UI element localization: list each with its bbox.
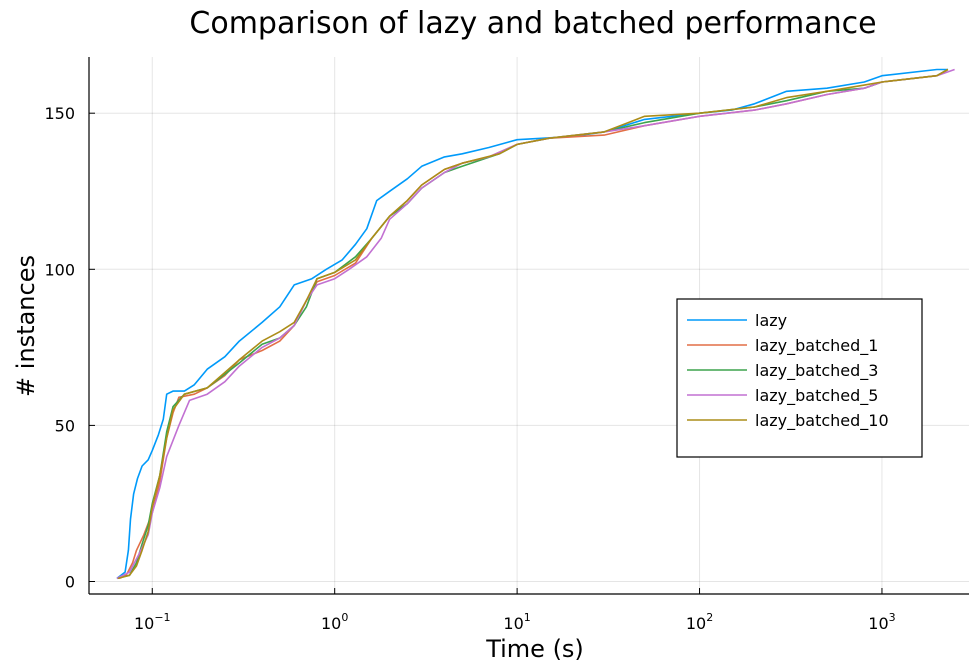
- y-axis-title: # instances: [12, 255, 40, 397]
- x-tick-exponent: 1: [524, 611, 531, 624]
- x-tick-base: 10: [503, 614, 523, 633]
- x-tick-base: 10: [686, 614, 706, 633]
- legend-label: lazy_batched_1: [755, 336, 878, 356]
- x-tick-labels: 10−1 100 101 102 103: [134, 588, 896, 633]
- x-tick-exponent: −1: [154, 611, 170, 624]
- x-tick-exponent: 0: [341, 611, 348, 624]
- axes: [88, 57, 969, 595]
- series-line-lazy-batched-5: [116, 68, 955, 580]
- x-tick-label: 10−1: [134, 611, 171, 633]
- x-tick-label: 101: [503, 611, 530, 633]
- legend: lazy lazy_batched_1 lazy_batched_3 lazy_bat…: [676, 298, 923, 458]
- legend-label: lazy: [755, 311, 787, 330]
- x-tick-exponent: 3: [889, 611, 896, 624]
- legend-label: lazy_batched_3: [755, 361, 878, 381]
- y-tick-label: 100: [44, 260, 75, 279]
- x-tick-exponent: 2: [706, 611, 713, 624]
- y-tick-label: 150: [44, 104, 75, 123]
- x-tick-base: 10: [321, 614, 341, 633]
- legend-label: lazy_batched_10: [755, 411, 889, 431]
- x-tick-label: 100: [321, 611, 348, 633]
- chart-title: Comparison of lazy and batched performan…: [189, 6, 876, 41]
- series-line-lazy-batched-10: [117, 68, 949, 580]
- x-tick-base: 10: [134, 614, 154, 633]
- legend-box: [676, 298, 923, 458]
- x-tick-base: 10: [868, 614, 888, 633]
- series-layer: [116, 68, 955, 580]
- y-tick-label: 0: [65, 573, 75, 592]
- x-axis-title: Time (s): [485, 635, 584, 663]
- y-tick-labels: 0 50 100 150: [44, 104, 95, 592]
- x-tick-label: 103: [868, 611, 895, 633]
- x-tick-label: 102: [686, 611, 713, 633]
- legend-label: lazy_batched_5: [755, 386, 878, 406]
- y-tick-label: 50: [55, 416, 75, 435]
